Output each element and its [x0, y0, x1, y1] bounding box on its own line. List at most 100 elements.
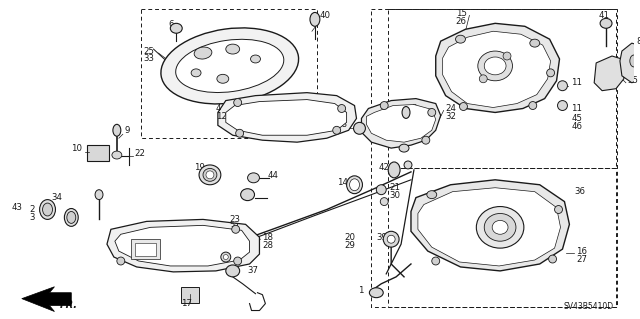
Ellipse shape — [194, 47, 212, 59]
Ellipse shape — [221, 252, 231, 262]
Text: 44: 44 — [268, 171, 278, 180]
Text: 7: 7 — [237, 249, 243, 259]
Ellipse shape — [548, 255, 557, 263]
Polygon shape — [620, 43, 640, 83]
Ellipse shape — [338, 105, 346, 113]
Polygon shape — [411, 180, 570, 271]
Ellipse shape — [248, 173, 259, 183]
Text: 10: 10 — [71, 144, 83, 152]
Ellipse shape — [630, 55, 637, 67]
Text: 46: 46 — [572, 122, 582, 131]
Ellipse shape — [113, 124, 121, 136]
Text: 28: 28 — [262, 241, 273, 250]
Text: 2: 2 — [29, 205, 35, 214]
Ellipse shape — [388, 162, 400, 178]
Ellipse shape — [399, 144, 409, 152]
Ellipse shape — [476, 206, 524, 248]
Text: 41: 41 — [598, 11, 609, 20]
Text: 22: 22 — [134, 149, 146, 158]
Polygon shape — [594, 56, 624, 91]
Polygon shape — [443, 31, 550, 108]
Text: 16: 16 — [577, 247, 588, 256]
Text: 3: 3 — [29, 213, 35, 222]
Ellipse shape — [353, 122, 365, 134]
Ellipse shape — [161, 28, 299, 104]
Text: 14: 14 — [337, 178, 348, 187]
Text: 40: 40 — [320, 11, 331, 20]
Ellipse shape — [234, 257, 242, 265]
Text: 18: 18 — [262, 233, 273, 242]
Ellipse shape — [428, 108, 436, 116]
Text: 37: 37 — [248, 266, 259, 275]
Text: 31: 31 — [230, 223, 241, 232]
Ellipse shape — [380, 101, 388, 109]
Polygon shape — [115, 225, 250, 266]
Text: 29: 29 — [344, 241, 355, 250]
Bar — [388, 10, 616, 168]
Ellipse shape — [310, 12, 320, 26]
Text: 36: 36 — [574, 187, 586, 196]
Text: 8: 8 — [637, 37, 640, 46]
Ellipse shape — [95, 190, 103, 200]
Ellipse shape — [402, 107, 410, 118]
Ellipse shape — [369, 288, 383, 298]
Ellipse shape — [206, 171, 214, 179]
Ellipse shape — [456, 35, 465, 43]
Polygon shape — [418, 188, 561, 266]
Ellipse shape — [557, 100, 568, 110]
Polygon shape — [226, 100, 347, 135]
Text: 9: 9 — [125, 126, 130, 135]
Text: 27: 27 — [577, 255, 588, 263]
Bar — [87, 145, 109, 161]
Text: 38: 38 — [337, 120, 348, 129]
Ellipse shape — [530, 39, 540, 47]
Ellipse shape — [223, 255, 228, 260]
Text: 33: 33 — [143, 55, 155, 63]
Text: 26: 26 — [456, 17, 467, 26]
Ellipse shape — [432, 257, 440, 265]
Polygon shape — [436, 23, 559, 113]
Bar — [371, 10, 617, 307]
Ellipse shape — [460, 102, 467, 110]
Text: 19: 19 — [194, 163, 205, 172]
Text: 21: 21 — [389, 183, 400, 192]
Ellipse shape — [226, 44, 239, 54]
Polygon shape — [22, 287, 71, 312]
Ellipse shape — [547, 69, 555, 77]
Polygon shape — [107, 219, 259, 272]
Ellipse shape — [600, 19, 612, 28]
Text: 11: 11 — [572, 78, 582, 87]
Text: 43: 43 — [12, 203, 23, 212]
Ellipse shape — [478, 51, 513, 81]
Ellipse shape — [226, 265, 239, 277]
Bar — [388, 168, 616, 307]
Text: 39: 39 — [376, 233, 387, 242]
Ellipse shape — [203, 168, 217, 181]
Ellipse shape — [176, 39, 284, 93]
Text: 5: 5 — [411, 104, 417, 113]
Ellipse shape — [333, 126, 340, 134]
Text: 30: 30 — [389, 191, 400, 200]
Text: 24: 24 — [445, 104, 456, 113]
Text: 13: 13 — [411, 112, 422, 121]
Text: 20: 20 — [344, 233, 356, 242]
Ellipse shape — [383, 231, 399, 247]
Ellipse shape — [65, 209, 78, 226]
Ellipse shape — [557, 81, 568, 91]
Text: 32: 32 — [445, 112, 456, 121]
Ellipse shape — [234, 99, 242, 107]
Ellipse shape — [67, 211, 76, 223]
Ellipse shape — [241, 189, 255, 201]
Text: 23: 23 — [230, 215, 241, 224]
Ellipse shape — [43, 203, 52, 216]
Ellipse shape — [112, 151, 122, 159]
Text: 1: 1 — [358, 286, 364, 295]
Ellipse shape — [347, 176, 362, 194]
Text: 4: 4 — [216, 104, 221, 113]
Ellipse shape — [199, 165, 221, 185]
Ellipse shape — [217, 74, 228, 83]
Ellipse shape — [404, 161, 412, 169]
Ellipse shape — [503, 52, 511, 60]
Ellipse shape — [492, 220, 508, 234]
Text: 12: 12 — [216, 112, 227, 121]
